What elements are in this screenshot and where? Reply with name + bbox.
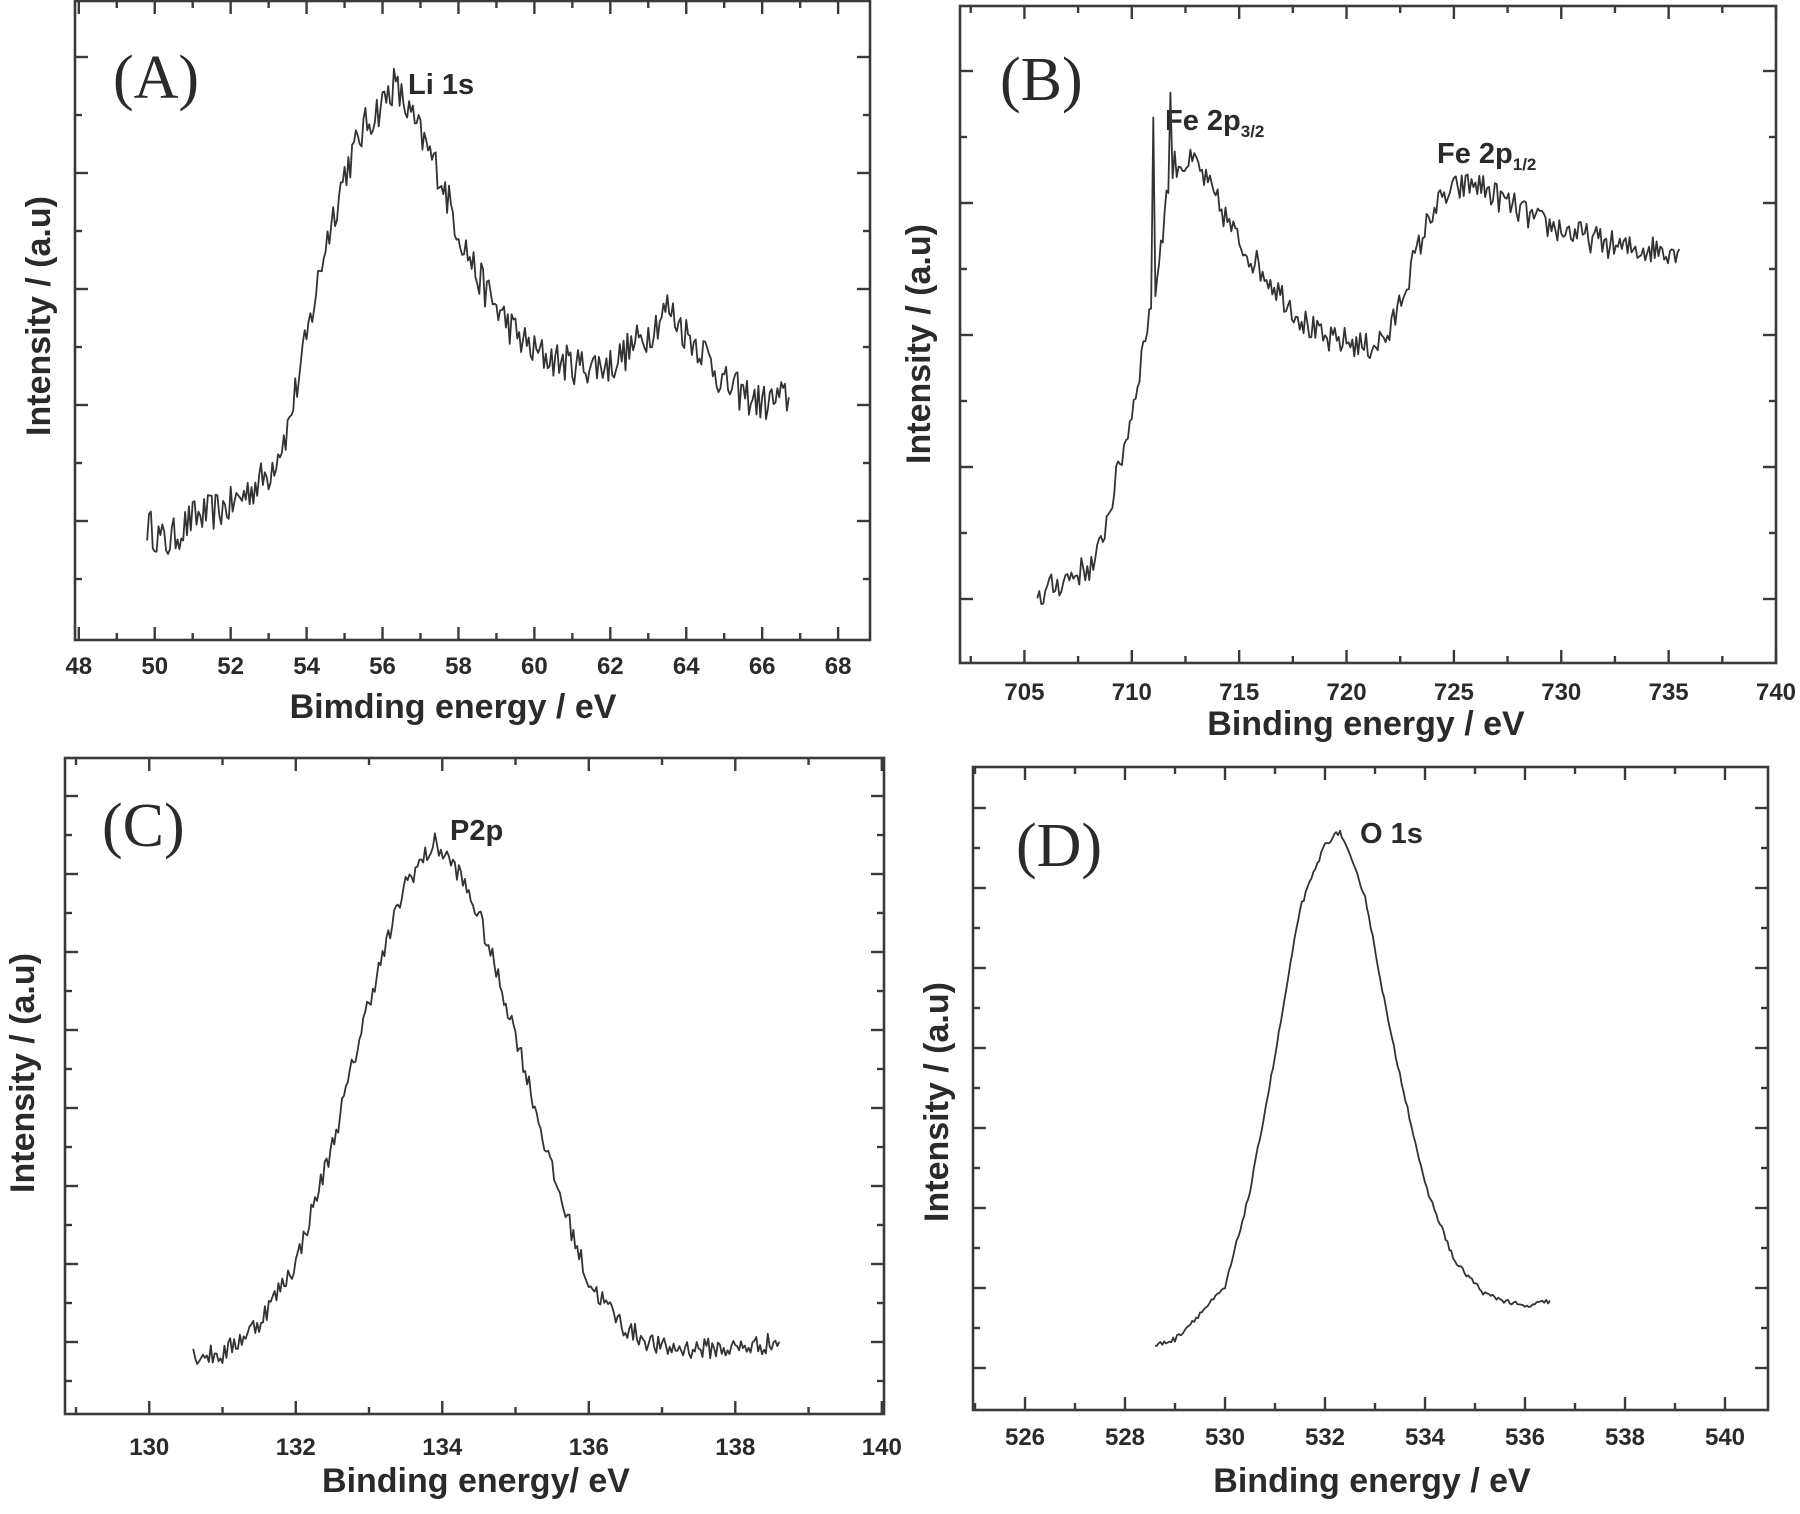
spectrum-line-a <box>146 67 790 555</box>
panel-a: 48 50 52 54 56 58 60 62 64 66 68 Bimding energy / e… <box>20 0 872 726</box>
x-tick-label: 740 <box>1756 679 1796 706</box>
x-tick-label: 530 <box>1205 1424 1245 1451</box>
x-tick-label: 58 <box>445 653 472 680</box>
y-axis-label: Intensity / (a.u) <box>20 196 58 436</box>
x-tick-label: 532 <box>1305 1424 1345 1451</box>
panel-label: (B) <box>1000 46 1083 114</box>
x-tick-label: 52 <box>217 653 244 680</box>
x-tick-label: 715 <box>1219 679 1259 706</box>
x-tick-label: 536 <box>1505 1424 1545 1451</box>
x-tick-label: 134 <box>422 1434 463 1461</box>
y-axis-label: Intensity / (a.u) <box>918 982 956 1222</box>
panel-d: 526 528 530 532 534 536 538 540 Binding energy /… <box>918 765 1770 1500</box>
x-tick-label: 56 <box>369 653 396 680</box>
spectrum-line-d <box>1154 829 1551 1347</box>
peak-label-subscript: 3/2 <box>1241 122 1265 141</box>
x-tick-label: 62 <box>597 653 624 680</box>
panel-label: (C) <box>102 792 185 860</box>
plot-frame <box>63 756 886 1416</box>
x-tick-label: 50 <box>141 653 168 680</box>
x-tick-label: 66 <box>749 653 776 680</box>
panel-b: 705 710 715 720 725 730 735 740 Binding energy /… <box>900 4 1796 743</box>
peak-label: Fe 2p3/2 <box>1165 105 1264 141</box>
x-tick-label: 132 <box>276 1434 316 1461</box>
peak-label-main: P2p <box>450 815 503 847</box>
x-tick-label: 64 <box>673 653 700 680</box>
x-tick-label: 720 <box>1327 679 1367 706</box>
x-axis-label: Bimding energy / eV <box>290 688 617 726</box>
x-tick-label: 54 <box>293 653 320 680</box>
x-tick-label: 48 <box>65 653 92 680</box>
x-tick-label: 136 <box>569 1434 609 1461</box>
spectrum-line-c <box>192 832 781 1365</box>
peak-label-main: Fe 2p <box>1437 138 1513 170</box>
x-tick-label: 710 <box>1112 679 1152 706</box>
x-tick-label: 540 <box>1705 1424 1745 1451</box>
peak-label: Li 1s <box>408 69 474 101</box>
x-axis-label: Binding energy/ eV <box>322 1462 630 1500</box>
peak-label-main: Fe 2p <box>1165 105 1241 137</box>
x-axis-label: Binding energy / eV <box>1213 1462 1531 1500</box>
x-tick-label: 730 <box>1541 679 1581 706</box>
x-tick-label: 528 <box>1105 1424 1145 1451</box>
peak-label: O 1s <box>1360 818 1423 850</box>
panel-label: (D) <box>1016 812 1102 880</box>
peak-label-subscript: 1/2 <box>1513 155 1537 174</box>
plot-frame <box>73 0 872 642</box>
spectrum-line-b <box>1036 91 1681 605</box>
x-tick-label: 534 <box>1405 1424 1446 1451</box>
panel-c: 130 132 134 136 138 140 Binding energy/ eV Inte… <box>4 756 902 1500</box>
x-tick-label: 130 <box>129 1434 169 1461</box>
x-tick-label: 60 <box>521 653 548 680</box>
x-tick-label: 725 <box>1434 679 1474 706</box>
x-tick-label: 735 <box>1649 679 1689 706</box>
peak-label: P2p <box>450 815 503 847</box>
peak-label-main: O 1s <box>1360 818 1423 850</box>
x-tick-label: 538 <box>1605 1424 1645 1451</box>
x-tick-label: 68 <box>825 653 852 680</box>
peak-label-main: Li 1s <box>408 69 474 101</box>
panel-label: (A) <box>113 44 199 112</box>
x-tick-label: 140 <box>862 1434 902 1461</box>
x-axis-label: Binding energy / eV <box>1207 705 1525 743</box>
y-axis-label: Intensity / (a.u) <box>900 224 938 464</box>
x-tick-label: 526 <box>1005 1424 1045 1451</box>
peak-label: Fe 2p1/2 <box>1437 138 1536 174</box>
x-tick-label: 138 <box>715 1434 755 1461</box>
y-axis-label: Intensity / (a.u) <box>4 953 42 1193</box>
x-tick-label: 705 <box>1004 679 1044 706</box>
